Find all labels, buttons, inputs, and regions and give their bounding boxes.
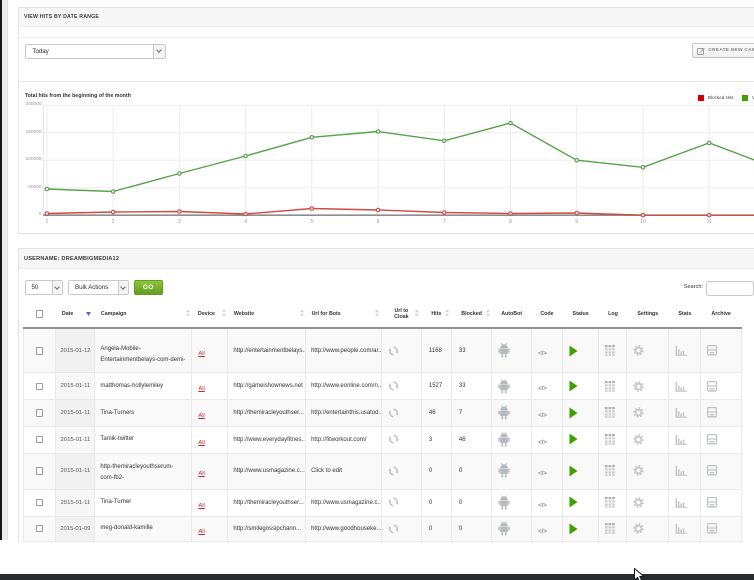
svg-text:10: 10 <box>640 219 646 225</box>
svg-text:7: 7 <box>443 219 446 225</box>
svg-text:3: 3 <box>178 219 181 225</box>
svg-text:9: 9 <box>575 219 578 225</box>
svg-text:11: 11 <box>706 219 711 225</box>
svg-text:8: 8 <box>509 219 512 225</box>
svg-text:4: 4 <box>244 219 247 225</box>
svg-text:2: 2 <box>112 219 115 225</box>
svg-text:6: 6 <box>377 219 380 225</box>
svg-text:1: 1 <box>45 219 48 225</box>
svg-text:5: 5 <box>310 219 313 225</box>
